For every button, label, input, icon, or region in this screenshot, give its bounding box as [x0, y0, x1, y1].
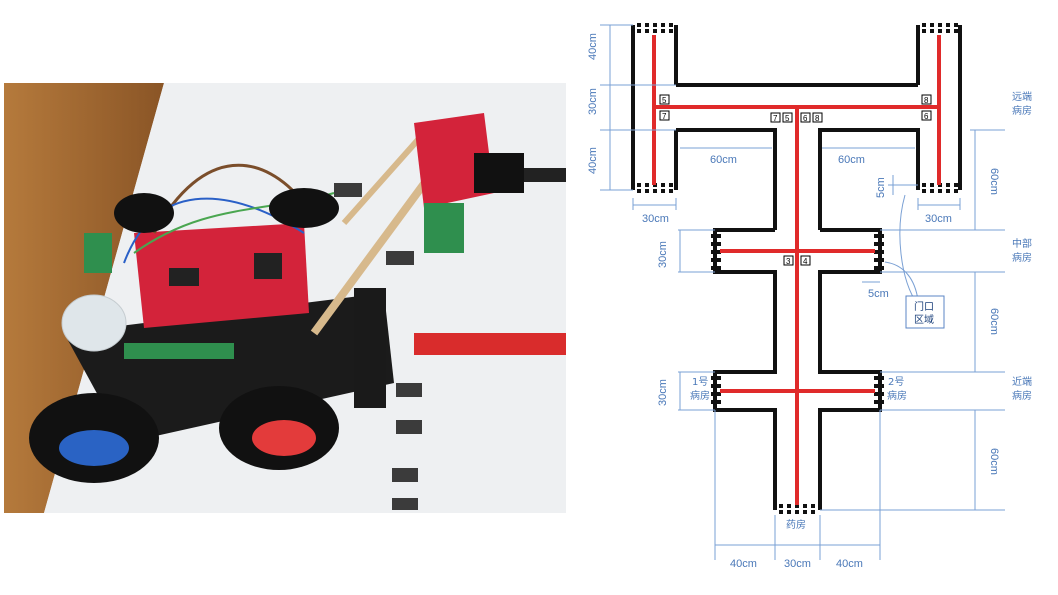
dim-right-5cm: 5cm — [875, 177, 887, 198]
dim-left-40cm-lower: 40cm — [587, 147, 599, 174]
marker-label: 8 — [815, 114, 820, 123]
dim-mid-60cm: 60cm — [988, 308, 1000, 335]
dim-bottom-30cm: 30cm — [784, 558, 811, 570]
marker-label: 5 — [785, 114, 790, 123]
label-near-ward-line1: 近端 — [1012, 375, 1032, 388]
red-tape — [414, 333, 566, 355]
marker-label: 4 — [803, 257, 808, 266]
door-dots — [637, 23, 958, 514]
label-room2-line1: 2号 — [888, 376, 904, 388]
dim-mid-5cm: 5cm — [868, 288, 889, 300]
dim-right-60cm: 60cm — [838, 154, 865, 166]
robot-car-illustration — [4, 83, 566, 513]
red-track — [652, 35, 941, 505]
dim-left-40cm-top: 40cm — [587, 33, 599, 60]
marker-label: 7 — [773, 114, 778, 123]
marker-label: 6 — [924, 112, 929, 121]
dim-bottom-60cm: 60cm — [988, 448, 1000, 475]
dim-bottom-40cm-left: 40cm — [730, 558, 757, 570]
marker-label: 7 — [662, 112, 667, 121]
label-pharmacy: 药房 — [786, 518, 806, 531]
control-board — [134, 223, 309, 328]
label-far-ward-line2: 病房 — [1012, 104, 1032, 117]
marker-label: 6 — [803, 114, 808, 123]
dim-right-60cm-vertical: 60cm — [988, 168, 1000, 195]
dim-mid-30cm: 30cm — [657, 241, 669, 268]
dimension-lines — [600, 24, 1005, 560]
label-door-area-line2: 区域 — [914, 313, 934, 326]
label-far-ward-line1: 远端 — [1012, 90, 1032, 103]
dim-left-30cm-bottom: 30cm — [642, 213, 669, 225]
label-near-ward-line2: 病房 — [1012, 389, 1032, 402]
track-walls — [631, 25, 962, 510]
label-middle-ward-line2: 病房 — [1012, 251, 1032, 264]
dim-near-30cm: 30cm — [657, 379, 669, 406]
door-area-box — [905, 295, 945, 329]
label-room1-line1: 1号 — [692, 376, 708, 388]
position-markers: 5 7 7 5 6 8 8 6 3 4 — [659, 94, 932, 266]
dim-left-60cm: 60cm — [710, 154, 737, 166]
dim-left-30cm-upper: 30cm — [587, 88, 599, 115]
label-middle-ward-line1: 中部 — [1012, 237, 1032, 250]
marker-label: 8 — [924, 96, 929, 105]
dim-right-30cm: 30cm — [925, 213, 952, 225]
dim-bottom-40cm-right: 40cm — [836, 558, 863, 570]
black-tape-marks — [334, 183, 422, 510]
marker-label: 5 — [662, 96, 667, 105]
label-room2-line2: 病房 — [887, 389, 907, 402]
ward-labels: 远端 病房 中部 病房 近端 病房 1号 病房 2号 病房 药房 — [690, 90, 1032, 531]
marker-label: 3 — [786, 257, 791, 266]
robot-car-photo — [4, 83, 566, 513]
label-door-area-line1: 门口 — [914, 300, 934, 313]
label-room1-line2: 病房 — [690, 389, 710, 402]
